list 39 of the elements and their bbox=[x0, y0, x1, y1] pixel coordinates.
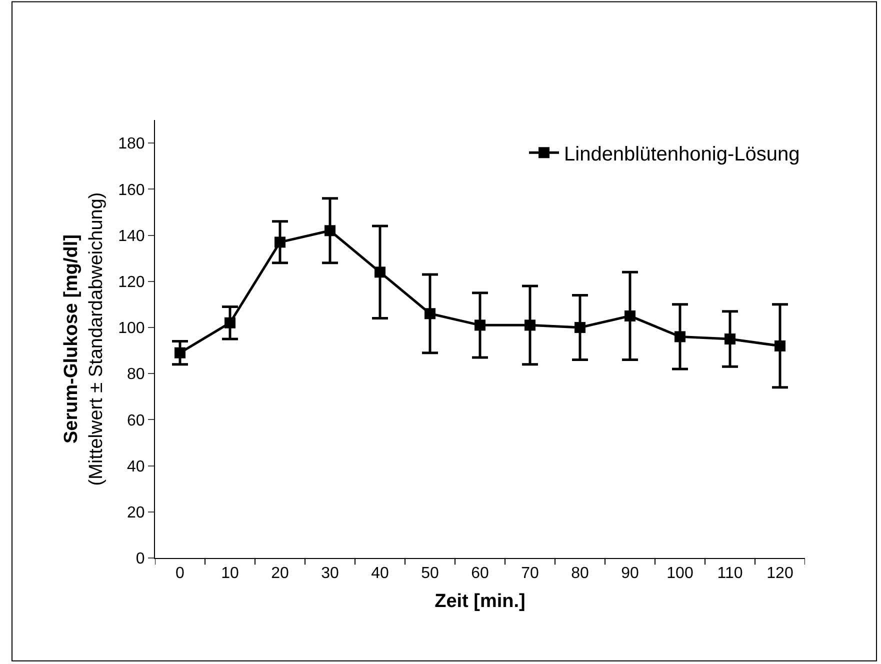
y-tick-label: 180 bbox=[118, 136, 145, 153]
x-tick-label: 120 bbox=[766, 565, 794, 582]
point bbox=[574, 322, 586, 333]
x-tick-label: 90 bbox=[621, 565, 639, 582]
x-tick-label: 60 bbox=[471, 565, 489, 582]
x-tick-label: 20 bbox=[271, 565, 289, 582]
x-tick-label: 100 bbox=[666, 565, 694, 582]
x-tick-label: 110 bbox=[717, 565, 743, 582]
x-axis-title: Zeit [min.] bbox=[434, 591, 526, 612]
y-tick-label: 140 bbox=[118, 228, 145, 245]
y-tick-label: 0 bbox=[136, 550, 145, 568]
point bbox=[474, 320, 486, 331]
y-tick-label: 100 bbox=[118, 320, 145, 338]
point bbox=[224, 317, 236, 328]
legend-label: Lindenblütenhonig-Lösung bbox=[564, 143, 800, 166]
point bbox=[674, 331, 686, 342]
point bbox=[274, 236, 286, 248]
y-axis-title: Serum-Glukose [mg/dl] (Mittelwert ± Standardabweichung) bbox=[61, 192, 107, 486]
y-tick-label: 80 bbox=[127, 366, 145, 384]
point bbox=[324, 225, 336, 236]
x-tick-label: 50 bbox=[421, 565, 439, 582]
point bbox=[624, 310, 636, 322]
x-tick-label: 80 bbox=[571, 565, 589, 582]
x-tick-label: 0 bbox=[176, 565, 185, 582]
point bbox=[374, 266, 386, 278]
x-tick-label: 40 bbox=[371, 565, 389, 582]
x-tick-label: 10 bbox=[221, 565, 239, 582]
y-tick-label: 40 bbox=[127, 458, 145, 476]
y-tick-label: 160 bbox=[118, 182, 145, 199]
point bbox=[524, 320, 536, 331]
point bbox=[724, 334, 736, 344]
y-tick-label: 20 bbox=[127, 504, 145, 522]
point bbox=[774, 340, 786, 352]
x-tick-label: 30 bbox=[321, 565, 339, 582]
point bbox=[424, 308, 436, 320]
y-tick-label: 60 bbox=[127, 412, 145, 430]
x-tick-label: 70 bbox=[521, 565, 539, 582]
y-tick-label: 120 bbox=[118, 274, 145, 291]
point bbox=[174, 347, 186, 358]
